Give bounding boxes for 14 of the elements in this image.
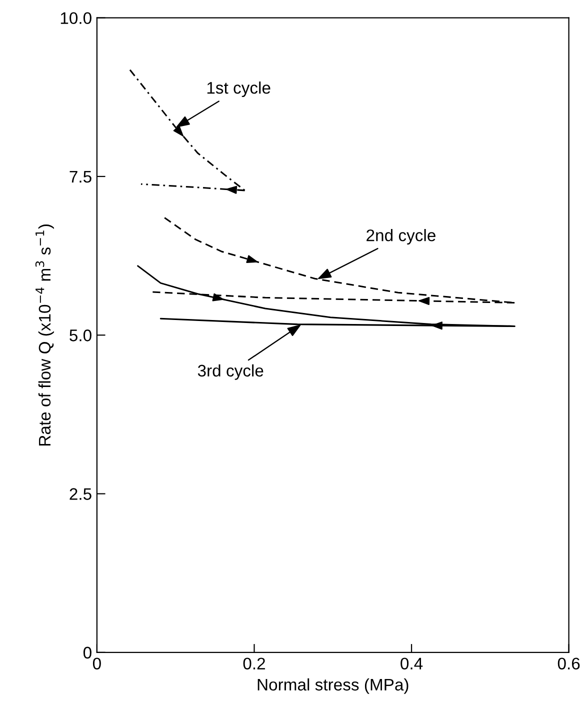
y-axis-title: Rate of flow Q (x10$^{−4}$ m$^{3}$ s$^{−1}$) — [35, 224, 54, 446]
x-tick-label: 0.2 — [243, 658, 265, 670]
x-axis-title: Normal stress (MPa) — [258, 678, 408, 694]
annotation: 1st cycle — [207, 82, 270, 98]
x-tick-label: 0 — [92, 658, 101, 670]
x-tick-label: 0.4 — [400, 658, 423, 670]
annotation: 2nd cycle — [366, 229, 436, 245]
annotation: 3rd cycle — [198, 364, 264, 380]
y-tick-label: 0 — [83, 646, 92, 659]
y-tick-label: 2.5 — [70, 488, 92, 500]
y-tick-label: 10.0 — [60, 12, 92, 24]
y-tick-label: 7.5 — [70, 171, 92, 183]
x-tick-label: 0.6 — [558, 658, 580, 670]
y-tick-label: 5.0 — [70, 330, 92, 342]
